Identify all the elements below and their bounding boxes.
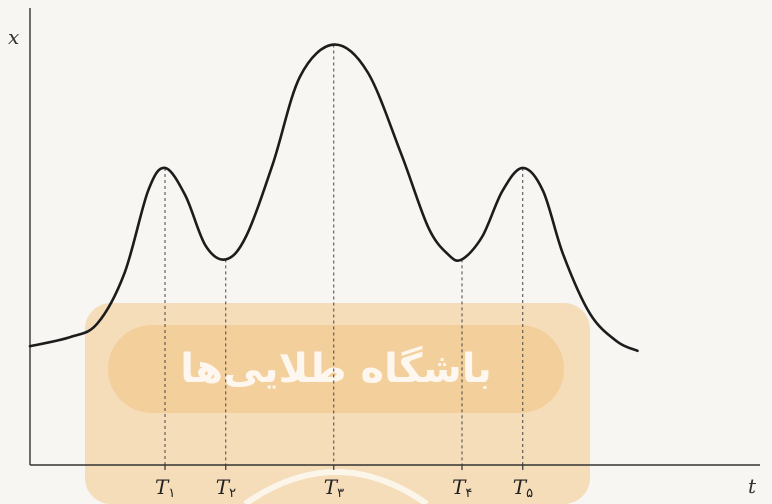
dashed-guides [164, 44, 524, 465]
axes: x t [8, 8, 760, 498]
watermark-pill [108, 325, 564, 413]
x-axis-label: t [748, 474, 757, 498]
series-line [28, 43, 639, 353]
watermark-text: باشگاه طلایی‌ها [180, 345, 491, 392]
x-ticks: T۱ T۲ T۳ T۴ T۵ [155, 465, 533, 501]
y-axis-label: x [8, 25, 19, 49]
x-tick-label-4: T۴ [452, 475, 472, 501]
x-tick-label-3: T۳ [324, 475, 344, 501]
x-tick-label-5: T۵ [513, 475, 533, 501]
watermark-emblem [243, 469, 429, 504]
x-tick-label-2: T۲ [216, 475, 236, 501]
watermark: باشگاه طلایی‌ها [85, 303, 590, 504]
watermark-panel [85, 303, 590, 504]
x-tick-label-1: T۱ [155, 475, 175, 501]
